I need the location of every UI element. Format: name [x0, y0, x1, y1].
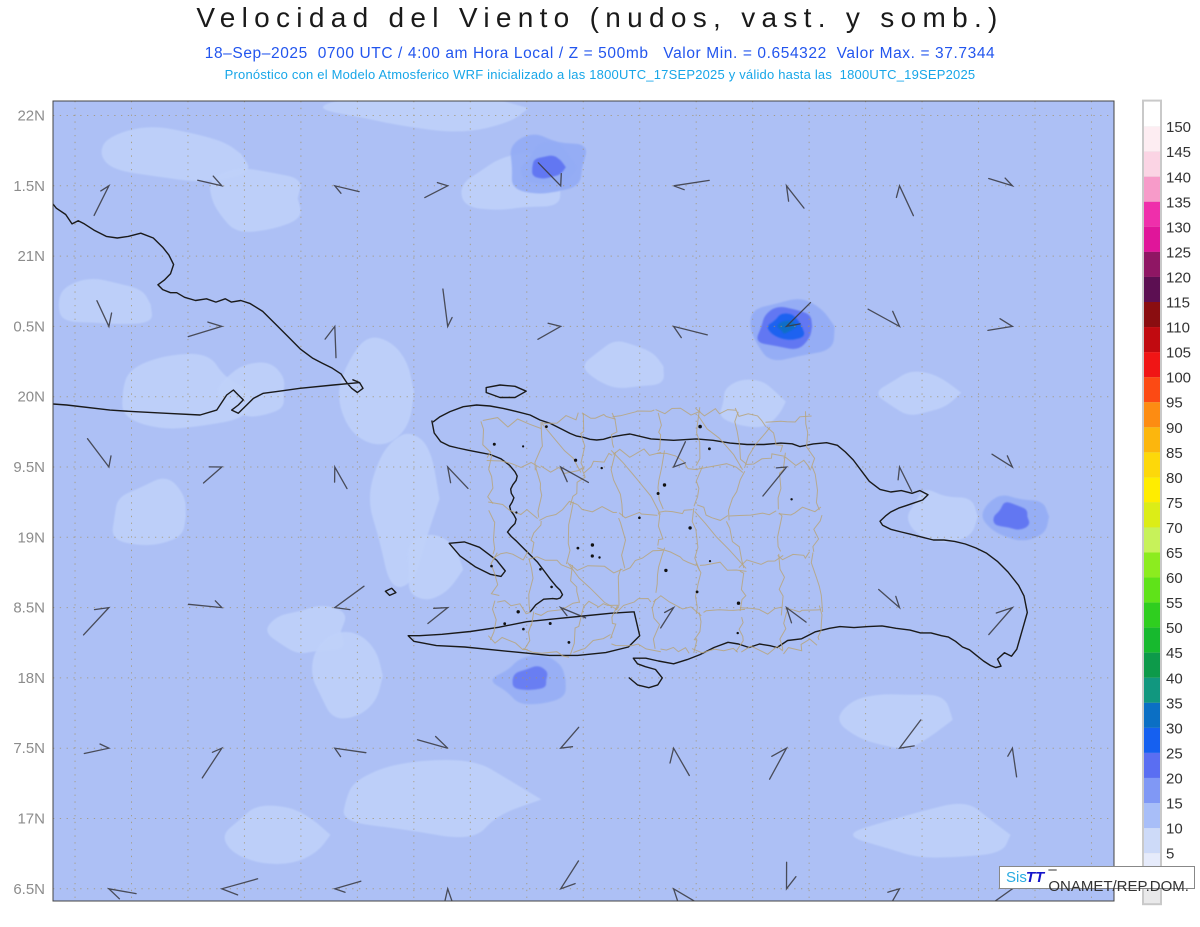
svg-text:22N: 22N — [17, 108, 45, 125]
svg-text:75: 75 — [1166, 495, 1183, 512]
svg-text:50: 50 — [1166, 620, 1183, 637]
svg-text:40: 40 — [1166, 670, 1183, 687]
svg-text:135: 135 — [1166, 194, 1191, 211]
svg-text:125: 125 — [1166, 244, 1191, 261]
svg-text:105: 105 — [1166, 345, 1191, 362]
svg-text:18N: 18N — [17, 670, 45, 687]
svg-text:6.5N: 6.5N — [13, 881, 45, 898]
svg-text:80: 80 — [1166, 470, 1183, 487]
svg-text:145: 145 — [1166, 144, 1191, 161]
svg-text:110: 110 — [1166, 320, 1190, 337]
svg-text:8.5N: 8.5N — [13, 600, 45, 617]
svg-text:100: 100 — [1166, 370, 1191, 387]
svg-text:150: 150 — [1166, 119, 1191, 136]
svg-text:55: 55 — [1166, 595, 1183, 612]
svg-text:20N: 20N — [17, 389, 45, 406]
svg-text:115: 115 — [1166, 295, 1190, 312]
svg-text:140: 140 — [1166, 169, 1191, 186]
svg-text:90: 90 — [1166, 420, 1183, 437]
svg-text:70: 70 — [1166, 520, 1183, 537]
svg-text:95: 95 — [1166, 395, 1183, 412]
svg-text:45: 45 — [1166, 645, 1183, 662]
svg-text:130: 130 — [1166, 219, 1191, 236]
svg-text:19N: 19N — [17, 529, 45, 546]
svg-text:15: 15 — [1166, 796, 1183, 813]
svg-text:1.5N: 1.5N — [13, 178, 45, 195]
svg-text:0.5N: 0.5N — [13, 318, 45, 335]
svg-text:60: 60 — [1166, 570, 1183, 587]
svg-text:30: 30 — [1166, 720, 1183, 737]
svg-text:9.5N: 9.5N — [13, 459, 45, 476]
svg-text:65: 65 — [1166, 545, 1183, 562]
svg-text:85: 85 — [1166, 445, 1183, 462]
svg-text:7.5N: 7.5N — [13, 740, 45, 757]
svg-text:21N: 21N — [17, 248, 45, 265]
svg-text:25: 25 — [1166, 745, 1183, 762]
svg-text:10: 10 — [1166, 821, 1183, 838]
svg-text:17N: 17N — [17, 811, 45, 828]
svg-text:35: 35 — [1166, 695, 1183, 712]
svg-text:20: 20 — [1166, 770, 1183, 787]
svg-text:120: 120 — [1166, 269, 1191, 286]
